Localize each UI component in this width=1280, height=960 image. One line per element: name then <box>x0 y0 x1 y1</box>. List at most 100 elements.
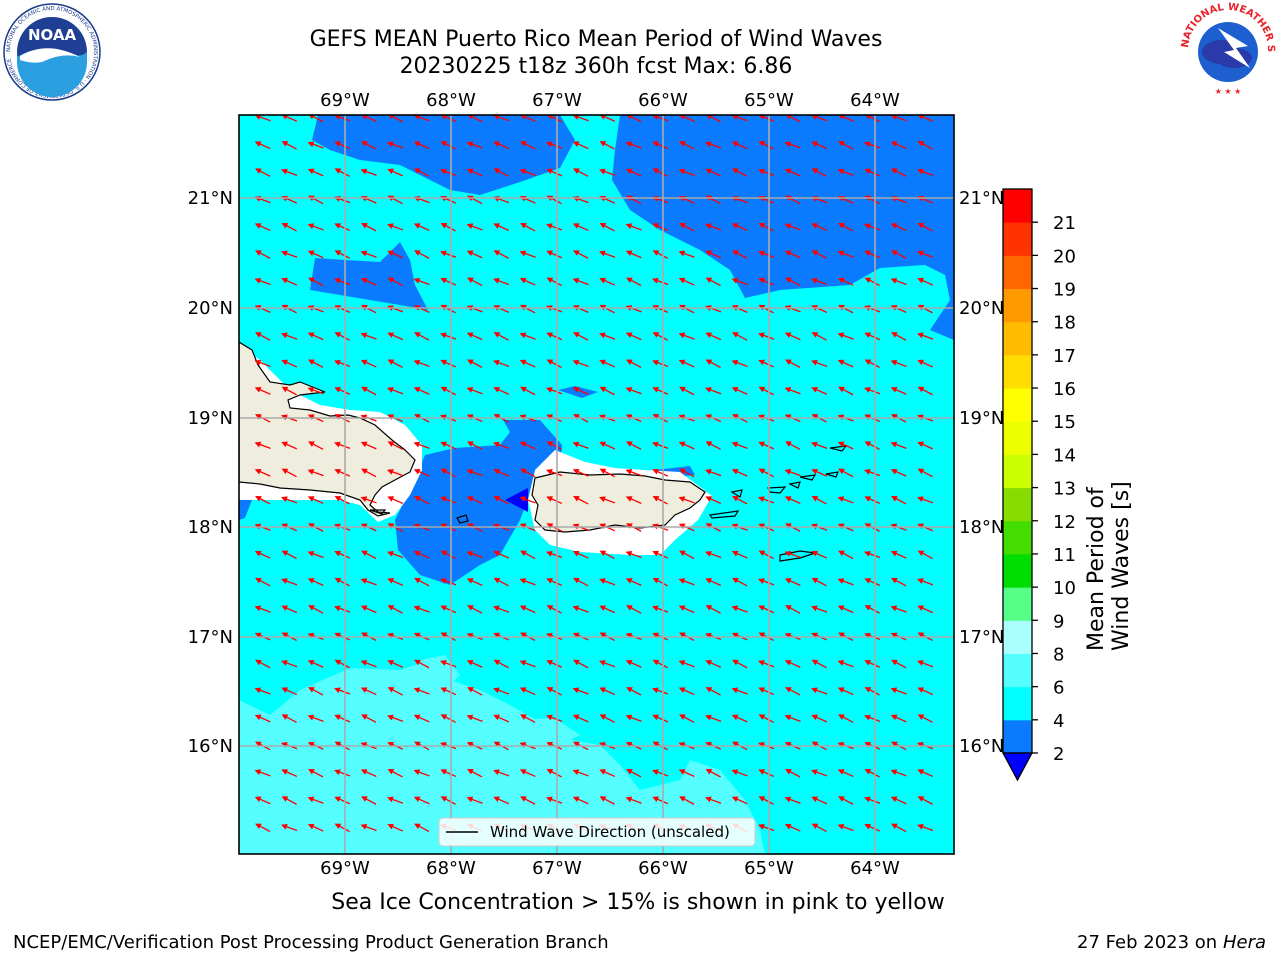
arrow-head <box>652 714 659 721</box>
wind-wave-arrow <box>493 577 509 587</box>
wind-wave-arrow <box>361 796 377 805</box>
wind-wave-arrow <box>254 223 271 232</box>
wind-wave-arrow <box>254 468 271 477</box>
wind-wave-arrow <box>626 359 642 369</box>
arrow-head <box>599 386 607 393</box>
wind-wave-arrow <box>732 332 748 341</box>
arrow-head <box>546 277 554 284</box>
arrow-head <box>254 687 262 694</box>
wind-wave-arrow <box>440 441 457 450</box>
arrow-head <box>308 277 315 284</box>
arrow-head <box>864 250 871 257</box>
arrow-head <box>599 277 606 284</box>
arrow-head <box>519 605 527 611</box>
arrow-head <box>413 714 421 721</box>
wind-wave-arrow <box>705 523 721 532</box>
wind-wave-arrow <box>546 578 563 586</box>
arrow-head <box>572 714 580 721</box>
wind-wave-arrow <box>308 277 324 287</box>
arrow-head <box>493 769 500 775</box>
wind-wave-arrow <box>334 168 350 177</box>
arrow-head <box>360 441 368 448</box>
arrow-head <box>281 687 288 693</box>
arrow-head <box>917 578 924 584</box>
arrow-head <box>281 250 288 257</box>
wind-wave-arrow <box>811 168 827 177</box>
arrow-head <box>758 550 766 557</box>
wind-wave-arrow <box>758 605 775 614</box>
wind-wave-arrow <box>387 823 404 832</box>
wind-wave-arrow <box>546 387 563 395</box>
arrow-head <box>678 359 686 366</box>
wind-wave-arrow <box>572 441 589 449</box>
arrow-head <box>546 223 553 229</box>
arrow-head <box>758 714 766 720</box>
wind-wave-arrow <box>864 523 880 532</box>
wind-wave-arrow <box>626 768 642 778</box>
arrow-head <box>864 496 871 502</box>
wind-wave-arrow <box>731 277 748 286</box>
wind-wave-arrow <box>917 660 934 668</box>
arrow-head <box>811 468 818 475</box>
wind-wave-arrow <box>387 387 404 395</box>
arrow-head <box>679 468 686 475</box>
wind-wave-arrow <box>625 660 642 668</box>
arrow-head <box>758 632 766 638</box>
arrow-head <box>732 250 739 256</box>
wind-wave-arrow <box>519 578 536 586</box>
arrow-head <box>811 659 819 666</box>
arrow-head <box>811 741 819 748</box>
arrow-head <box>917 632 925 638</box>
wind-wave-arrow <box>625 387 642 395</box>
arrow-head <box>890 687 898 694</box>
wind-wave-arrow <box>466 550 483 559</box>
colorbar-tick-label: 13 <box>1053 479 1076 500</box>
wind-wave-arrow <box>652 250 668 259</box>
arrow-head <box>652 741 660 748</box>
wind-wave-arrow <box>652 495 668 505</box>
arrow-head <box>705 168 712 175</box>
wind-wave-arrow <box>679 386 695 396</box>
wind-wave-arrow <box>440 222 456 232</box>
wind-wave-arrow <box>811 387 828 395</box>
wind-wave-arrow <box>493 387 510 395</box>
arrow-head <box>758 578 765 584</box>
wind-wave-arrow <box>413 796 430 805</box>
wind-wave-arrow <box>599 796 615 805</box>
arrow-head <box>520 141 527 147</box>
wind-wave-arrow <box>784 796 801 804</box>
wind-wave-arrow <box>546 768 562 778</box>
arrow-head <box>360 359 368 366</box>
arrow-head <box>652 577 660 584</box>
map-title: GEFS MEAN Puerto Rico Mean Period of Win… <box>309 27 883 52</box>
arrow-head <box>467 687 474 693</box>
arrow-head <box>599 168 606 175</box>
wind-wave-arrow <box>520 468 536 478</box>
wind-wave-arrow <box>599 769 616 778</box>
island-saona <box>369 509 387 515</box>
wind-wave-arrow <box>679 796 695 805</box>
arrow-head <box>493 223 500 229</box>
arrow-head <box>334 414 342 420</box>
wind-wave-arrow <box>519 660 536 668</box>
wind-wave-arrow <box>785 605 801 614</box>
arrow-head <box>785 277 792 284</box>
wind-wave-arrow <box>811 223 828 232</box>
arrow-head <box>837 332 845 339</box>
arrow-head <box>414 414 421 420</box>
land-puerto-rico <box>531 471 706 533</box>
arrow-head <box>917 250 924 257</box>
arrow-head <box>493 250 501 256</box>
wind-wave-arrow <box>811 441 828 449</box>
wind-wave-arrow <box>758 496 775 504</box>
wind-wave-arrow <box>281 660 298 668</box>
arrow-head <box>572 796 580 803</box>
wind-wave-arrow <box>890 277 907 286</box>
arrow-head <box>758 332 765 339</box>
wind-wave-arrow <box>652 769 669 777</box>
wind-wave-arrow <box>546 687 562 696</box>
arrow-head <box>572 550 580 557</box>
arrow-head <box>360 496 368 502</box>
wind-wave-arrow <box>599 277 616 286</box>
arrow-head <box>732 495 739 502</box>
